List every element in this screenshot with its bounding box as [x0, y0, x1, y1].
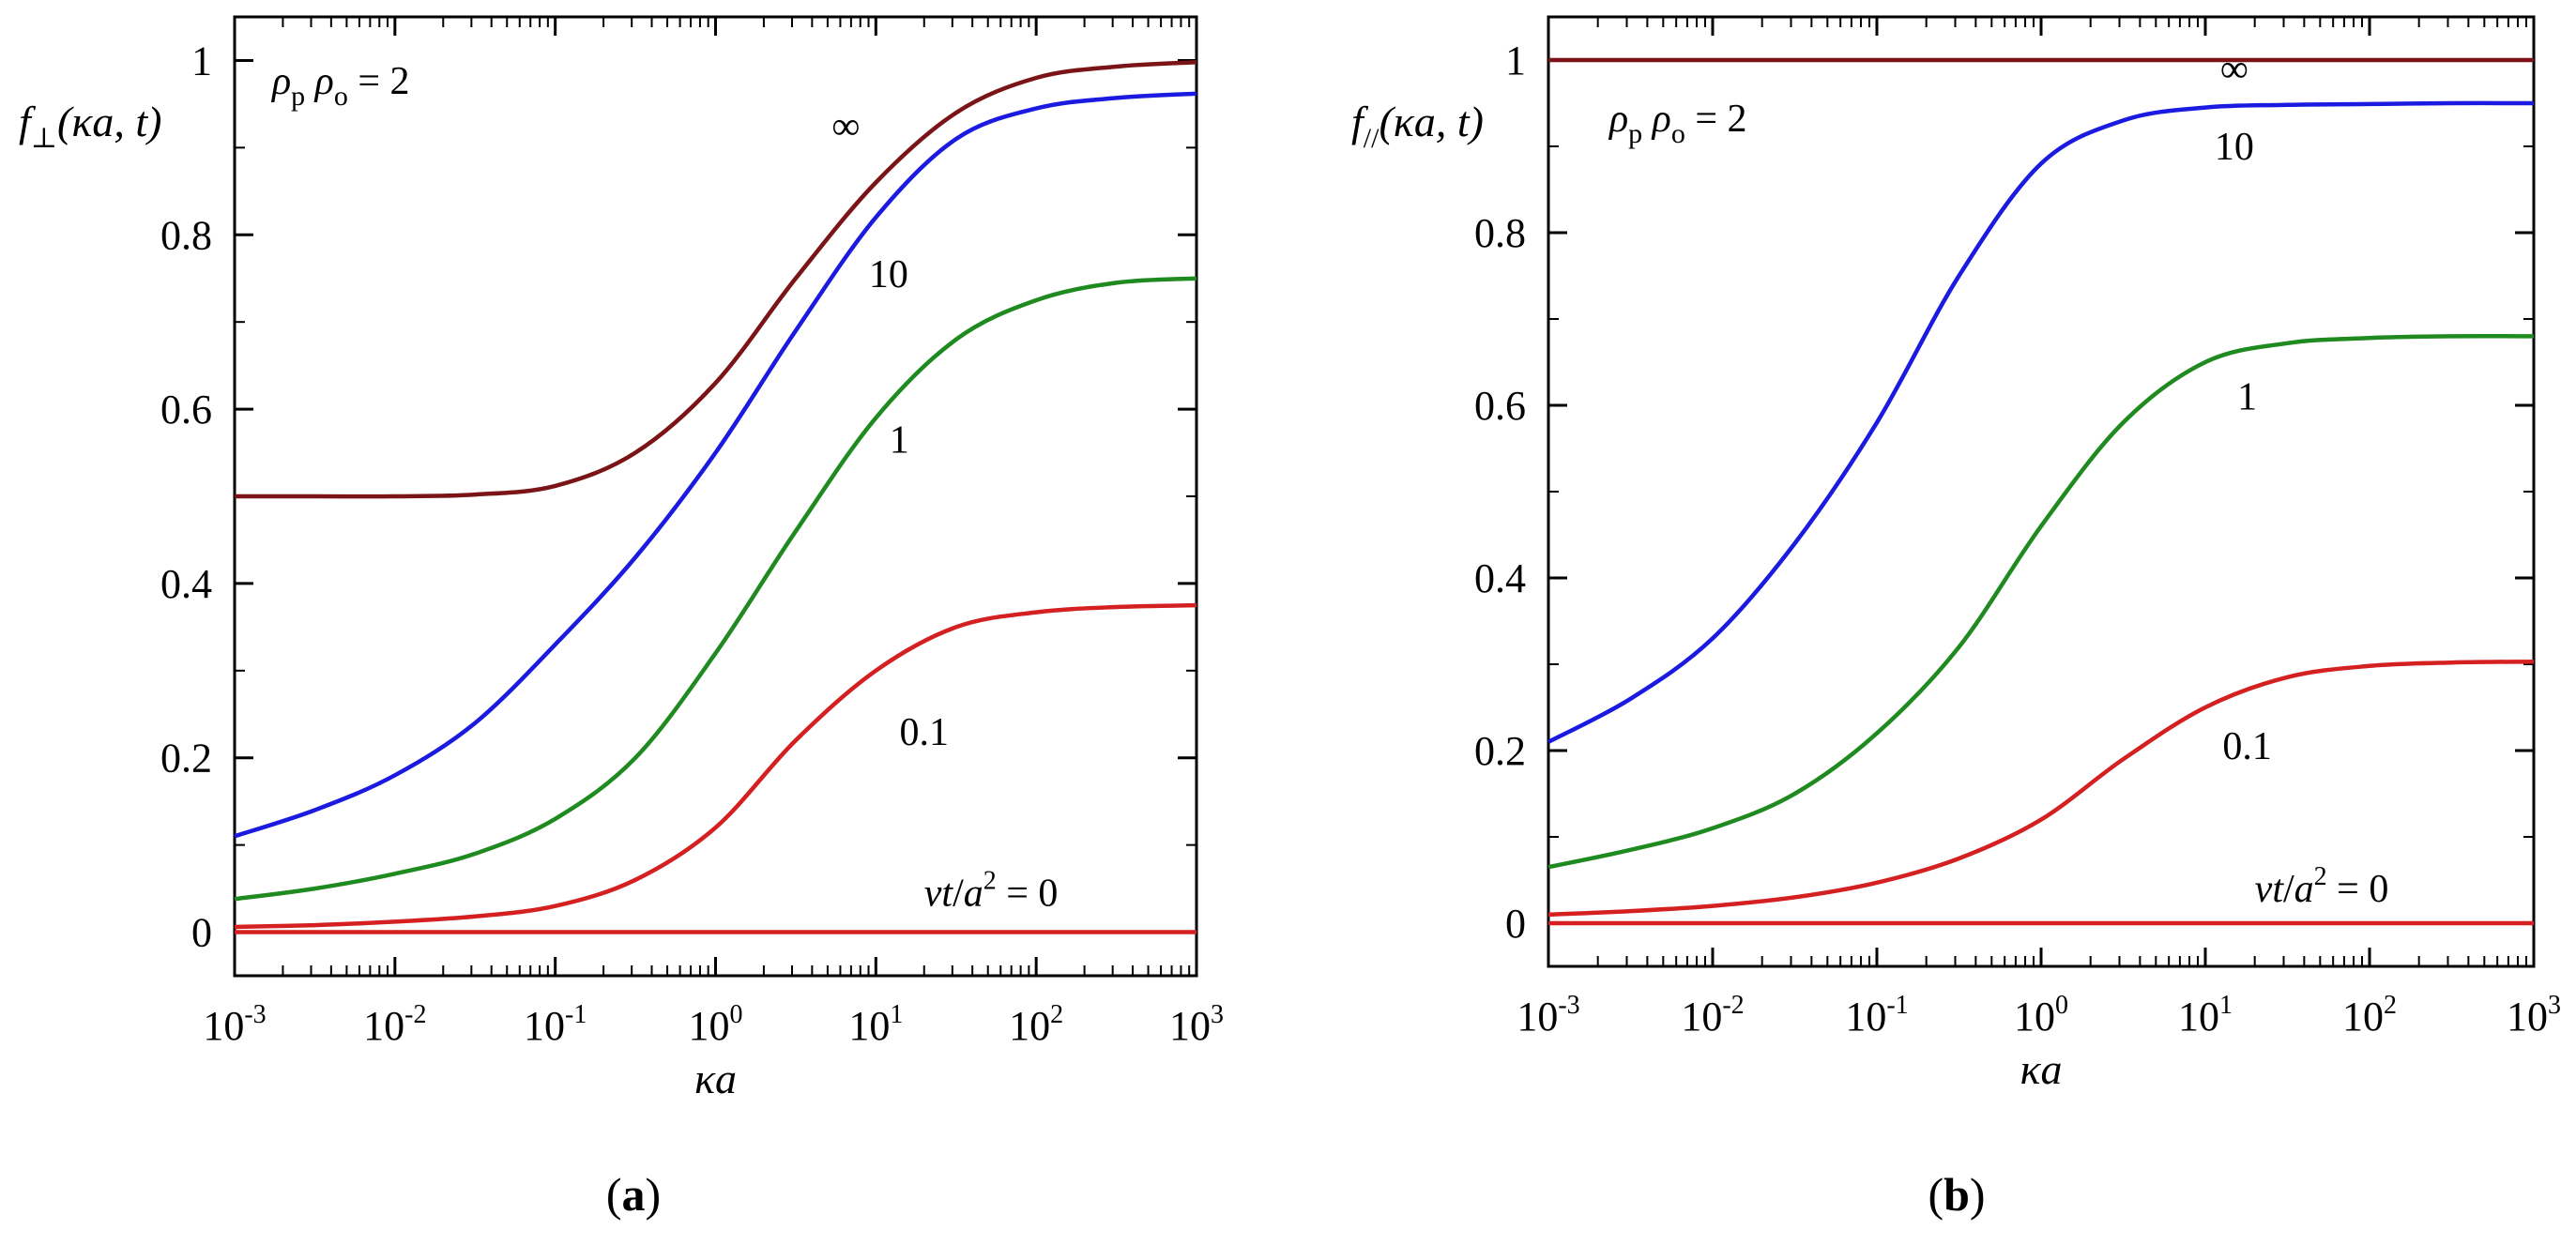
x-tick-label: 10-1	[524, 1000, 587, 1049]
x-tick-label: 103	[1169, 1000, 1224, 1049]
x-tick-label: 103	[2507, 991, 2561, 1040]
y-tick-label: 0.2	[160, 736, 212, 782]
y-tick-label: 0.4	[1474, 555, 1526, 601]
x-tick-label: 10-2	[1681, 991, 1744, 1040]
series-label-zero: νt/a2 = 0	[924, 867, 1059, 916]
series-line-10	[1547, 100, 2535, 744]
x-tick-label: 10-1	[1845, 991, 1908, 1040]
panel-a: 10-3 10-2 10-1 100 101 102 10300.20.40.60.81∞1…	[19, 15, 1224, 1221]
curve-label: 1	[2237, 376, 2257, 419]
plot-frame	[1547, 15, 2536, 968]
y-tick-label: 0.6	[160, 387, 212, 433]
x-tick-label: 101	[848, 1000, 903, 1049]
curve-label: 1	[890, 419, 909, 463]
y-tick-label: 0.6	[1474, 383, 1526, 429]
density-ratio-annotation: ρp ρo = 2	[1608, 98, 1747, 149]
series-label-zero: νt/a2 = 0	[2255, 862, 2389, 911]
series-line-1	[234, 276, 1197, 902]
density-ratio-annotation: ρp ρo = 2	[270, 60, 410, 112]
x-tick-label: 10-3	[1517, 991, 1579, 1040]
curve-label: 0.1	[2222, 725, 2272, 768]
x-tick-label: 10-2	[363, 1000, 426, 1049]
y-axis-label: f⊥(κa, t)	[19, 98, 162, 154]
y-tick-label: 0	[1505, 901, 1526, 947]
curve-label: 10	[2215, 126, 2254, 169]
y-tick-label: 0	[191, 910, 212, 956]
series-line-0.1	[1547, 659, 2535, 918]
y-tick-label: 0.2	[1474, 728, 1526, 774]
series-line-10	[234, 91, 1197, 839]
curve-label: 10	[869, 253, 908, 296]
x-tick-label: 102	[2342, 991, 2397, 1040]
y-tick-label: 0.8	[1474, 210, 1526, 256]
y-tick-label: 1	[1505, 38, 1526, 84]
series-line-0.1	[234, 602, 1197, 930]
x-axis-label: κa	[694, 1055, 737, 1102]
curve-label: ∞	[2220, 48, 2248, 91]
x-tick-label: 102	[1009, 1000, 1063, 1049]
curve-label: 0.1	[900, 711, 950, 754]
panel-label: (b)	[1928, 1168, 1985, 1221]
panel-label: (a)	[606, 1168, 661, 1221]
x-tick-label: 100	[689, 1000, 743, 1049]
y-tick-label: 1	[191, 38, 212, 84]
x-axis-label: κa	[2020, 1045, 2062, 1093]
y-tick-label: 0.8	[160, 212, 212, 258]
series-line-1	[1547, 334, 2535, 870]
x-tick-label: 100	[2014, 991, 2068, 1040]
curve-label: ∞	[831, 105, 860, 148]
series-line-∞	[235, 60, 1197, 499]
x-tick-label: 101	[2178, 991, 2233, 1040]
y-tick-label: 0.4	[160, 561, 212, 607]
x-tick-label: 10-3	[203, 1000, 266, 1049]
y-axis-label: f//(κa, t)	[1351, 98, 1484, 154]
